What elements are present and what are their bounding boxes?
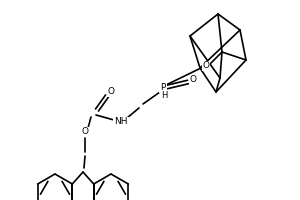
Text: O: O [202, 62, 209, 71]
Text: P: P [160, 84, 166, 92]
Text: H: H [161, 90, 167, 99]
Text: O: O [82, 128, 88, 136]
Text: O: O [190, 75, 196, 84]
Text: NH: NH [114, 117, 128, 127]
Text: O: O [107, 88, 115, 97]
